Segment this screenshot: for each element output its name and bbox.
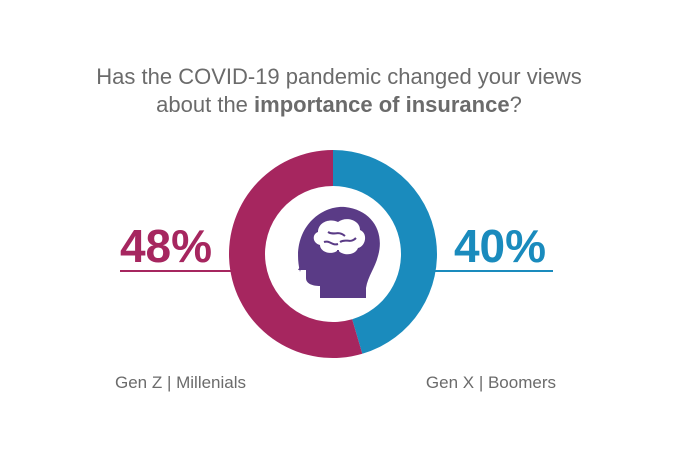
title-emphasis: importance of insurance [254,92,510,117]
donut-segment [228,150,363,358]
category-label: Gen Z | Millenials [115,373,246,392]
title-part: ? [510,92,522,117]
title-part: about the [156,92,254,117]
donut [228,150,437,358]
head-icon [298,206,380,298]
title-line-1: Has the COVID-19 pandemic changed your v… [96,64,581,89]
category-label: Gen X | Boomers [426,373,556,392]
value-label: 48% [120,220,212,272]
value-label: 40% [454,220,546,272]
title-line-2: about the importance of insurance? [156,92,522,117]
donut-segment [333,150,437,354]
